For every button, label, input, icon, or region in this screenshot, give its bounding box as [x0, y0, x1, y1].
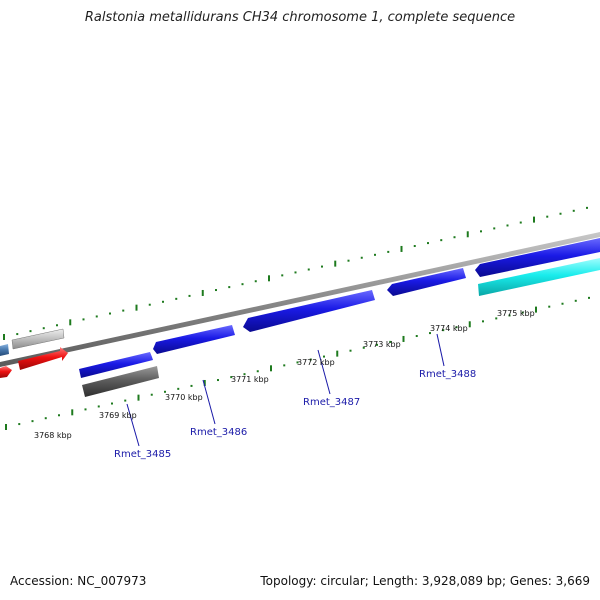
gene-label-rmet-3488[interactable]: Rmet_3488 — [419, 369, 476, 380]
leader-rmet-3488 — [436, 333, 445, 367]
inner-tick-row — [5, 296, 590, 430]
gene-arrow-gray-dark[interactable] — [82, 366, 159, 397]
gene-arrow-gray-light[interactable] — [11, 328, 65, 350]
leader-rmet-3485 — [126, 403, 140, 447]
gene-arrow-blue-3488[interactable] — [387, 268, 466, 296]
scale-labels: 3768 kbp 3769 kbp 3770 kbp 3771 kbp 3772… — [34, 309, 535, 440]
scale-label: 3773 kbp — [363, 340, 401, 349]
gene-arrow-blue-3487[interactable] — [243, 290, 375, 332]
outer-tick-row — [3, 206, 588, 340]
accession-text: Accession: NC_007973 — [10, 574, 147, 588]
scale-label: 3771 kbp — [231, 375, 269, 384]
gene-label-rmet-3486[interactable]: Rmet_3486 — [190, 427, 247, 438]
leader-rmet-3487 — [317, 349, 331, 395]
chromosome-backbone — [0, 232, 600, 367]
scale-label: 3774 kbp — [430, 324, 468, 333]
scale-label: 3769 kbp — [99, 411, 137, 420]
gene-arrow-blue-3485[interactable] — [79, 352, 153, 378]
gene-lane-lower — [0, 238, 600, 397]
gene-arrow-red-1[interactable] — [0, 366, 12, 378]
gene-label-rmet-3487[interactable]: Rmet_3487 — [303, 397, 360, 408]
gene-arrow-red-2[interactable] — [18, 347, 68, 370]
gene-arrow-blue-3486[interactable] — [153, 325, 235, 354]
scale-label: 3775 kbp — [497, 309, 535, 318]
scale-label: 3770 kbp — [165, 393, 203, 402]
leader-rmet-3486 — [202, 379, 216, 425]
map-title: Ralstonia metallidurans CH34 chromosome … — [84, 10, 516, 25]
gene-labels: Rmet_3485 Rmet_3486 Rmet_3487 Rmet_3488 — [114, 369, 476, 460]
gene-leader-lines — [126, 333, 445, 447]
scale-label: 3768 kbp — [34, 431, 72, 440]
topology-summary: Topology: circular; Length: 3,928,089 bp… — [260, 574, 590, 588]
gene-arrow-cyan[interactable] — [478, 258, 600, 296]
gene-label-rmet-3485[interactable]: Rmet_3485 — [114, 449, 171, 460]
gene-arrow-steel[interactable] — [0, 344, 9, 356]
scale-label: 3772 kbp — [297, 358, 335, 367]
gene-arrow-blue-right[interactable] — [475, 238, 600, 277]
gene-forward-strand — [0, 328, 65, 356]
